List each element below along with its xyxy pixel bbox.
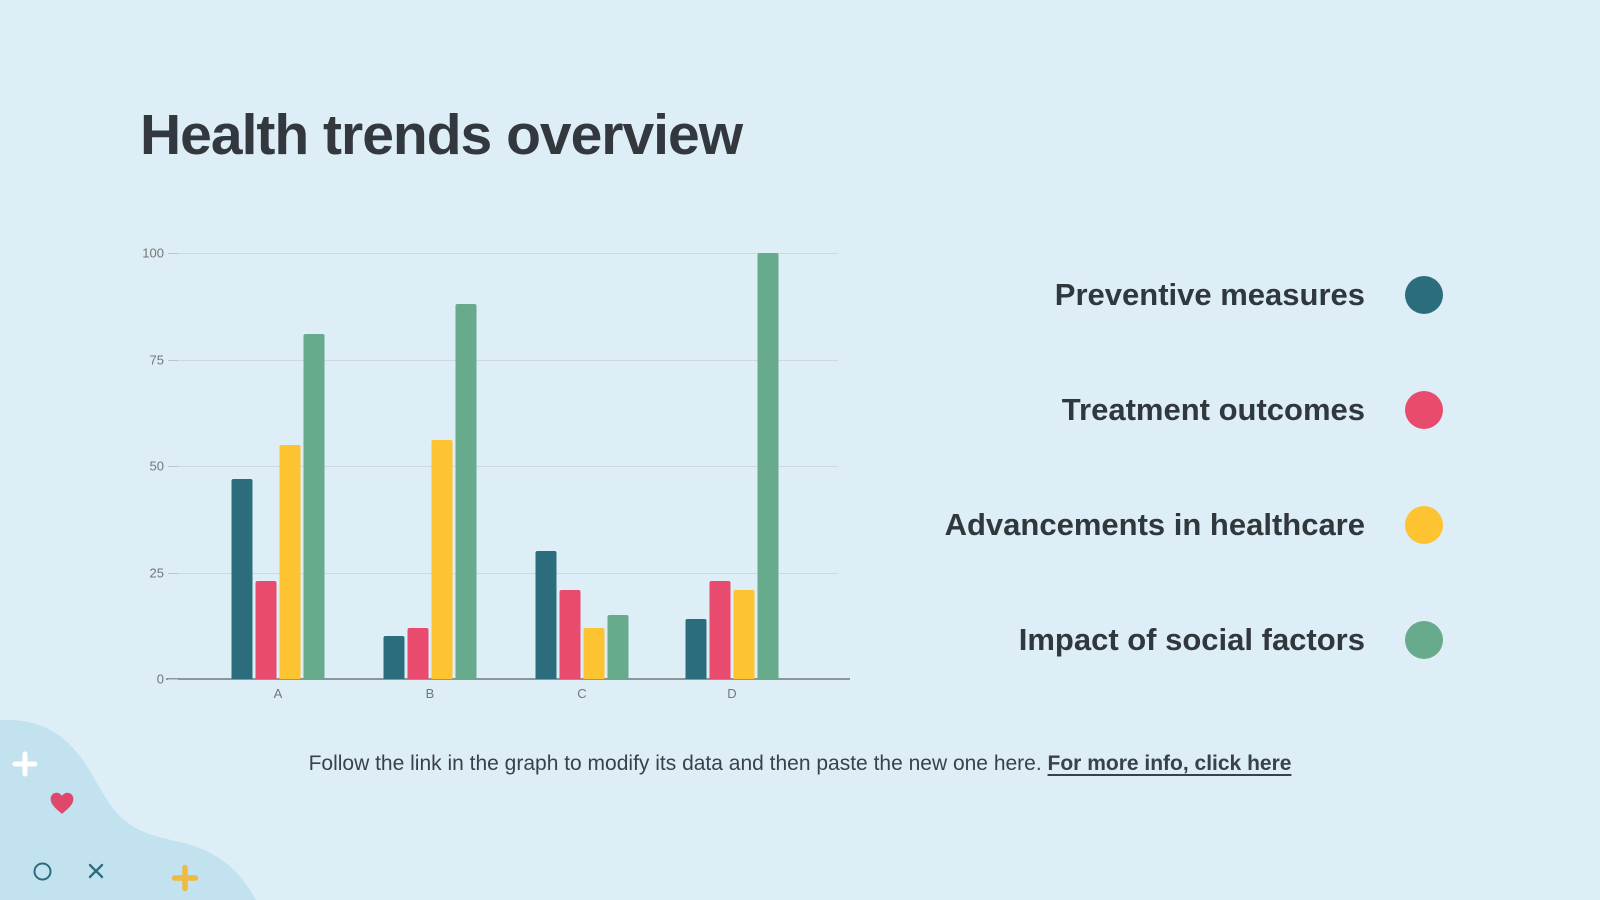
chart-plot-area: 0 25 50 75 100 A B C D bbox=[142, 246, 850, 701]
x-axis-label: A bbox=[273, 686, 283, 701]
bar bbox=[559, 589, 581, 679]
y-axis-label: 0 bbox=[156, 671, 164, 687]
circle-icon bbox=[33, 862, 52, 881]
bar bbox=[685, 619, 707, 679]
bar bbox=[709, 581, 731, 679]
y-axis-label: 75 bbox=[149, 352, 164, 367]
plus-icon bbox=[171, 864, 199, 892]
gridline bbox=[178, 572, 838, 574]
bar bbox=[303, 333, 325, 679]
yellow-circle-swatch bbox=[1405, 506, 1443, 544]
legend-item: Advancements in healthcare bbox=[945, 505, 1443, 545]
bar bbox=[407, 627, 429, 679]
y-axis-label: 50 bbox=[149, 458, 164, 474]
legend-item: Treatment outcomes bbox=[945, 390, 1443, 430]
bar bbox=[607, 615, 629, 679]
legend-item-label: Advancements in healthcare bbox=[944, 507, 1365, 542]
bar bbox=[535, 551, 557, 679]
y-axis-label: 100 bbox=[142, 245, 164, 261]
bar bbox=[583, 627, 605, 679]
more-info-link[interactable]: For more info, click here bbox=[1047, 752, 1292, 775]
page-title: Health trends overview bbox=[140, 103, 743, 167]
gridline bbox=[178, 466, 838, 467]
bar bbox=[383, 636, 405, 679]
legend-item: Impact of social factors bbox=[945, 620, 1443, 660]
teal-circle-swatch bbox=[1405, 276, 1443, 314]
legend-item: Preventive measures bbox=[945, 275, 1443, 315]
bar bbox=[757, 253, 779, 679]
legend-item-label: Treatment outcomes bbox=[1061, 392, 1365, 427]
x-icon bbox=[88, 863, 104, 879]
bar bbox=[455, 304, 477, 679]
footer-note: Follow the link in the graph to modify i… bbox=[0, 752, 1600, 776]
bar bbox=[733, 589, 755, 679]
pink-circle-swatch bbox=[1405, 391, 1443, 429]
y-axis-tick bbox=[168, 359, 178, 361]
x-axis-line bbox=[166, 678, 850, 680]
y-axis-tick bbox=[168, 679, 178, 680]
heart-icon bbox=[50, 792, 74, 814]
bar bbox=[255, 581, 277, 679]
bar bbox=[431, 440, 453, 679]
gridline bbox=[178, 253, 838, 254]
y-axis-tick bbox=[168, 572, 178, 574]
x-axis-label: B bbox=[425, 686, 435, 701]
bar-group-a bbox=[231, 333, 325, 679]
y-axis-tick bbox=[168, 253, 178, 254]
bar bbox=[231, 478, 253, 679]
bar-group-b bbox=[383, 304, 477, 679]
chart-legend: Preventive measures Treatment outcomes Adv… bbox=[945, 275, 1443, 735]
bar-group-d bbox=[685, 253, 779, 679]
green-circle-swatch bbox=[1405, 621, 1443, 659]
y-axis-label: 25 bbox=[149, 565, 164, 580]
legend-item-label: Impact of social factors bbox=[1018, 622, 1365, 657]
y-axis-tick bbox=[168, 466, 178, 467]
footer-text: Follow the link in the graph to modify i… bbox=[308, 752, 1048, 775]
bar-group-c bbox=[535, 551, 629, 679]
x-axis-label: C bbox=[577, 686, 587, 701]
gridline bbox=[178, 359, 838, 361]
bar bbox=[279, 444, 301, 679]
plus-icon bbox=[12, 751, 38, 777]
bar-chart: 0 25 50 75 100 A B C D bbox=[142, 240, 850, 710]
x-axis-label: D bbox=[727, 686, 737, 701]
legend-item-label: Preventive measures bbox=[1054, 277, 1365, 312]
decorative-blob bbox=[0, 719, 256, 900]
